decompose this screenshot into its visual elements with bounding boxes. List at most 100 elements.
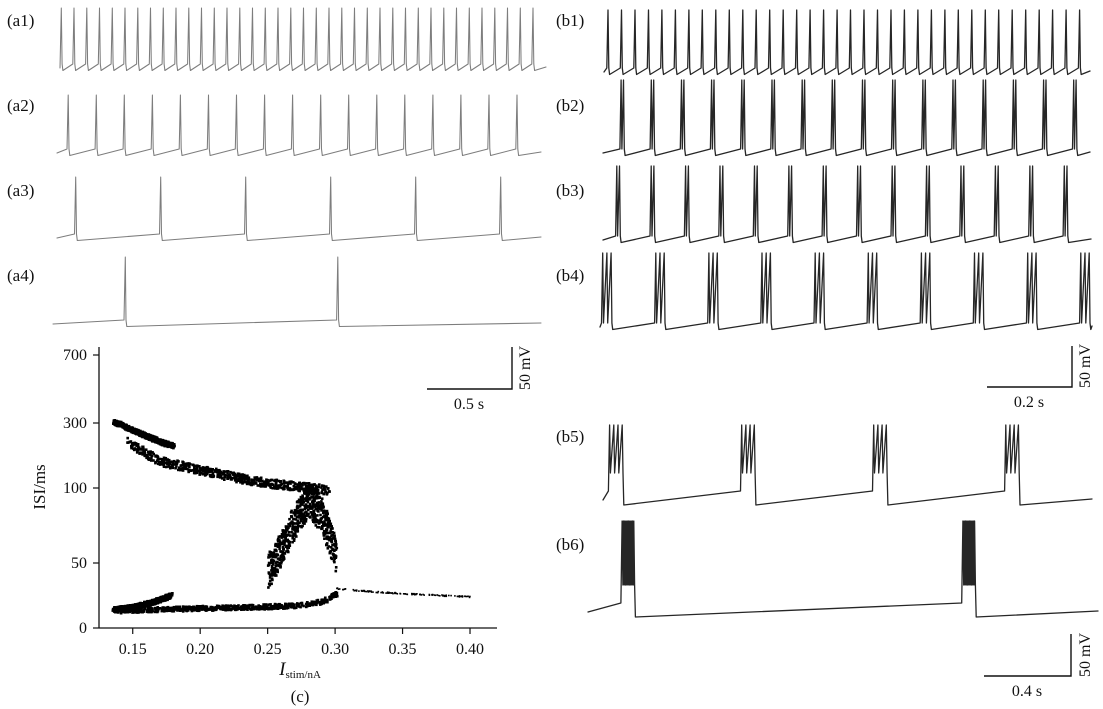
isi-point	[190, 609, 194, 613]
panel-label-b4: (b4)	[556, 266, 584, 285]
isi-point	[235, 607, 239, 611]
voltage-trace-a3	[56, 176, 542, 242]
isi-point	[302, 489, 305, 492]
isi-point	[389, 592, 391, 594]
isi-point	[223, 478, 226, 481]
isi-point	[375, 591, 378, 594]
isi-point	[317, 519, 321, 522]
isi-point	[316, 525, 319, 529]
isi-point	[143, 454, 146, 457]
isi-point	[313, 519, 316, 523]
isi-point	[325, 509, 329, 513]
isi-point	[138, 429, 141, 433]
isi-point	[257, 604, 260, 607]
isi-point	[301, 497, 305, 501]
isi-point	[308, 602, 312, 605]
isi-point	[223, 474, 227, 478]
isi-point	[267, 571, 271, 574]
voltage-trace-b1	[603, 9, 1091, 76]
isi-point	[290, 603, 294, 606]
isi-point	[320, 486, 323, 489]
x-tick-label: 0.40	[456, 641, 484, 658]
isi-point	[151, 601, 155, 604]
isi-point	[169, 592, 173, 596]
x-tick-label: 0.15	[119, 641, 147, 658]
isi-point	[234, 473, 237, 477]
isi-point	[275, 606, 278, 609]
isi-point	[136, 444, 140, 447]
isi-point	[288, 517, 291, 521]
isi-point	[285, 604, 289, 608]
isi-point	[318, 602, 322, 605]
isi-point	[298, 481, 301, 485]
isi-point	[150, 434, 154, 438]
isi-point	[332, 531, 336, 535]
isi-point	[329, 525, 333, 528]
isi-point	[291, 536, 294, 540]
isi-point	[156, 607, 160, 610]
isi-point	[168, 592, 171, 596]
isi-point	[313, 483, 316, 486]
isi-point	[273, 605, 276, 609]
isi-point	[147, 450, 150, 454]
isi-point	[362, 589, 365, 592]
isi-point	[121, 609, 124, 613]
isi-point	[194, 608, 198, 612]
isi-point	[283, 605, 286, 608]
isi-point	[276, 607, 280, 610]
isi-point	[423, 594, 425, 596]
isi-point	[313, 512, 316, 516]
isi-point	[135, 432, 138, 436]
isi-point	[276, 545, 280, 548]
isi-point	[289, 482, 292, 485]
isi-point	[145, 434, 149, 438]
isi-point	[281, 529, 284, 532]
isi-point	[314, 524, 318, 527]
isi-point	[117, 609, 121, 612]
isi-point	[142, 434, 146, 437]
isi-series-2	[126, 436, 331, 496]
isi-point	[396, 593, 399, 595]
isi-point	[327, 545, 331, 548]
isi-point	[312, 487, 315, 491]
isi-point	[287, 533, 290, 537]
isi-point	[168, 608, 171, 612]
isi-point	[162, 465, 166, 468]
isi-point	[200, 606, 203, 610]
isi-point	[268, 555, 272, 558]
isi-point	[183, 608, 186, 612]
isi-point	[272, 483, 275, 486]
isi-point	[283, 607, 286, 610]
isi-point	[337, 588, 340, 590]
isi-point	[271, 555, 275, 558]
isi-point	[233, 476, 236, 480]
isi-point	[324, 529, 328, 533]
isi-point	[309, 511, 313, 514]
isi-point	[234, 477, 238, 481]
isi-point	[140, 610, 143, 613]
isi-point	[282, 529, 286, 532]
isi-point	[300, 511, 303, 514]
isi-point	[124, 423, 127, 426]
isi-point	[212, 607, 215, 610]
isi-point	[324, 596, 327, 600]
isi-point	[315, 504, 319, 508]
isi-point	[332, 548, 335, 552]
isi-series-3	[111, 591, 339, 615]
isi-point	[270, 582, 273, 586]
isi-point	[250, 481, 253, 485]
isi-point	[272, 566, 275, 570]
isi-point	[122, 609, 125, 612]
isi-point	[298, 489, 301, 492]
y-tick-label: 100	[63, 480, 87, 497]
isi-point	[112, 421, 116, 424]
isi-point	[160, 442, 164, 445]
isi-point	[265, 478, 268, 481]
isi-point	[302, 513, 306, 516]
isi-point	[156, 457, 160, 460]
isi-point	[315, 601, 319, 605]
isi-point	[311, 518, 315, 522]
isi-point	[326, 531, 329, 535]
isi-point	[275, 568, 278, 571]
isi-point	[275, 574, 278, 577]
